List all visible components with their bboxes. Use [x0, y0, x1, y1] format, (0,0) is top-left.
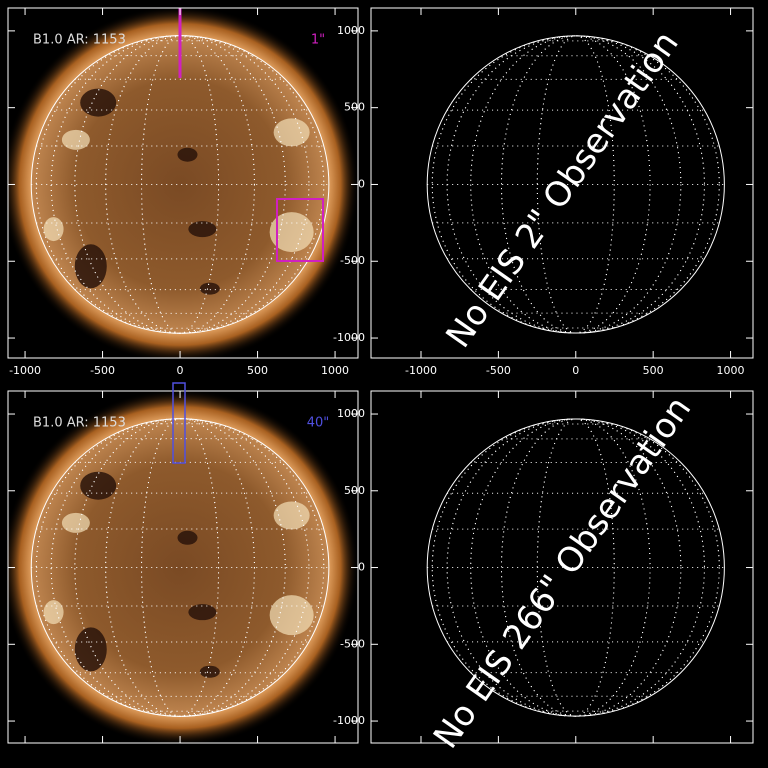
bright-region	[273, 118, 310, 147]
longitude	[50, 35, 310, 334]
fov-box	[276, 198, 324, 262]
y-tick-label: -1000	[333, 331, 365, 344]
longitude	[470, 35, 682, 334]
longitude	[446, 418, 705, 717]
panel-label: B1.0 AR: 1153	[33, 416, 126, 431]
longitude	[35, 35, 325, 334]
plot-area	[8, 8, 358, 358]
coronal-hole	[74, 244, 107, 289]
panel: -1000 -500 0 500 1000 No EIS 266" Observation	[333, 389, 754, 756]
bright-region	[61, 512, 90, 533]
no-observation: No EIS 266" Observation	[426, 389, 699, 755]
coronal-hole	[74, 627, 107, 672]
bright-region	[269, 595, 314, 636]
slit-tag: 40"	[307, 416, 330, 431]
no-observation: No EIS 2" Observation	[438, 24, 686, 355]
coronal-hole	[177, 147, 198, 162]
y-tick-label: 500	[344, 101, 365, 114]
coronal-hole	[199, 665, 220, 678]
x-tick-label: -1000	[9, 364, 41, 377]
frame	[7, 390, 359, 744]
plot-area	[426, 35, 725, 334]
y-tick-label: 0	[358, 177, 365, 190]
bright-region	[269, 212, 314, 253]
bright-region	[43, 600, 64, 625]
coronal-hole	[188, 604, 217, 621]
x-tick-label: 500	[643, 364, 664, 377]
x-tick-label: 500	[247, 364, 268, 377]
y-tick-label: 1000	[337, 24, 365, 37]
coronal-hole	[80, 88, 117, 117]
y-tick-label: 0	[358, 561, 365, 574]
x-tick-label: 1000	[717, 364, 745, 377]
coronal-hole	[188, 221, 217, 238]
plot-area	[426, 418, 725, 717]
y-tick-label: -500	[340, 254, 365, 267]
y-tick-label: -1000	[333, 714, 365, 727]
coronal-hole	[199, 282, 220, 295]
longitude	[74, 35, 286, 334]
coronal-hole	[177, 530, 198, 545]
longitude	[446, 35, 705, 334]
bright-region	[61, 129, 90, 150]
x-tick-label: 0	[177, 364, 184, 377]
longitude	[500, 35, 651, 334]
panel: B1.0 AR: 1153 40"	[7, 390, 359, 744]
longitude	[74, 418, 286, 717]
longitude	[50, 418, 310, 717]
panel-label: B1.0 AR: 1153	[33, 33, 126, 48]
x-tick-label: 0	[572, 364, 579, 377]
x-tick-label: -1000	[405, 364, 437, 377]
longitude	[35, 418, 325, 717]
frame	[370, 390, 754, 744]
slit-tag: 1"	[311, 33, 325, 48]
bright-region	[273, 501, 310, 530]
y-tick-label: 500	[344, 484, 365, 497]
x-tick-label: -500	[486, 364, 511, 377]
coronal-hole	[80, 471, 117, 500]
bright-region	[43, 217, 64, 242]
x-tick-label: -500	[90, 364, 115, 377]
longitude	[500, 418, 651, 717]
panel: -1000 -500 0 500 1000 B1.0 AR: 1153 1"	[7, 7, 359, 377]
x-tick-label: 1000	[321, 364, 349, 377]
longitude	[431, 35, 720, 334]
y-tick-label: 1000	[337, 407, 365, 420]
fov-box	[172, 382, 186, 464]
panel: -1000 -500 0 500 1000 -1000 -500 0 500 1000 No EIS…	[333, 7, 754, 377]
longitude	[431, 418, 720, 717]
longitude	[470, 418, 682, 717]
solar-disk	[31, 35, 329, 334]
frame	[7, 7, 359, 359]
y-tick-label: -500	[340, 637, 365, 650]
frame	[370, 7, 754, 359]
plot-area	[8, 391, 358, 743]
